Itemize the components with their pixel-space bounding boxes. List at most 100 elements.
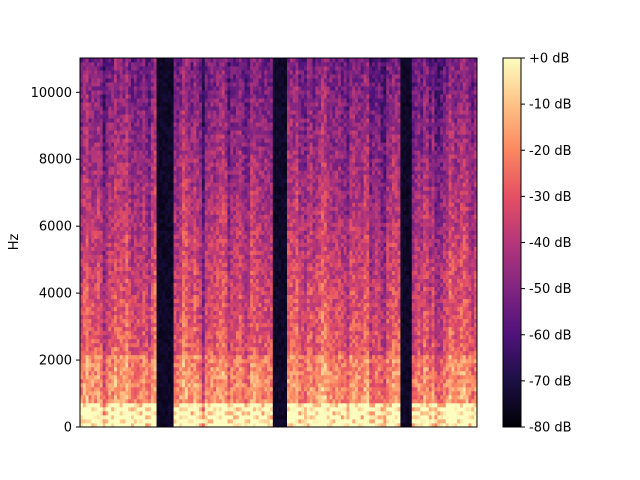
spectrogram-cell [80, 350, 84, 356]
spectrogram-cell [227, 58, 231, 63]
spectrogram-cell [108, 402, 112, 408]
spectrogram-cell [80, 294, 84, 300]
spectrogram-cell [210, 78, 214, 83]
spectrogram-cell [159, 298, 163, 304]
spectrogram-cell [131, 138, 135, 143]
spectrogram-cell [119, 58, 123, 63]
spectrogram-cell [153, 230, 157, 235]
spectrogram-cell [108, 158, 112, 163]
spectrogram-cell [133, 334, 138, 340]
spectrogram-cell [165, 222, 169, 227]
spectrogram-cell [136, 406, 140, 412]
spectrogram-cell [128, 286, 132, 292]
spectrogram-cell [99, 398, 104, 404]
spectrogram-cell [145, 386, 149, 392]
spectrogram-cell [167, 346, 172, 352]
spectrogram-cell [159, 310, 163, 316]
spectrogram-cell [179, 294, 183, 300]
spectrogram-cell [122, 298, 126, 304]
spectrogram-cell [196, 110, 200, 115]
spectrogram-cell [173, 366, 177, 372]
spectrogram-cell [193, 102, 197, 107]
spectrogram-cell [82, 310, 87, 316]
spectrogram-cell [145, 222, 149, 227]
spectrogram-cell [173, 106, 177, 111]
spectrogram-cell [85, 146, 89, 151]
spectrogram-cell [165, 342, 169, 348]
spectrogram-cell [85, 278, 89, 284]
spectrogram-cell [187, 250, 191, 255]
spectrogram-cell [196, 126, 200, 131]
spectrogram-cell [190, 110, 194, 115]
spectrogram-cell [156, 190, 160, 195]
spectrogram-cell [94, 254, 98, 259]
spectrogram-cell [162, 294, 166, 300]
spectrogram-cell [102, 90, 106, 95]
spectrogram-cell [153, 226, 157, 231]
spectrogram-cell [148, 246, 152, 251]
spectrogram-cell [102, 286, 106, 292]
spectrogram-cell [193, 154, 197, 159]
spectrogram-cell [170, 322, 174, 328]
spectrogram-cell [105, 342, 109, 348]
spectrogram-cell [218, 286, 223, 292]
spectrogram-cell [230, 138, 234, 143]
spectrogram-cell [128, 322, 132, 328]
spectrogram-cell [122, 246, 126, 251]
spectrogram-cell [184, 326, 189, 332]
spectrogram-cell [80, 322, 84, 328]
spectrogram-cell [210, 250, 214, 255]
spectrogram-cell [224, 286, 228, 292]
spectrogram-cell [221, 378, 226, 384]
spectrogram-cell [119, 286, 123, 292]
spectrogram-cell [213, 158, 217, 163]
spectrogram-cell [148, 170, 152, 175]
spectrogram-cell [230, 398, 234, 404]
spectrogram-cell [233, 330, 237, 336]
spectrogram-cell [204, 94, 209, 99]
spectrogram-cell [201, 306, 206, 312]
spectrogram-cell [145, 266, 149, 271]
spectrogram-cell [125, 62, 129, 67]
spectrogram-cell [159, 90, 163, 95]
spectrogram-cell [85, 226, 89, 231]
spectrogram-cell [173, 78, 177, 83]
spectrogram-cell [97, 322, 101, 328]
spectrogram-cell [179, 114, 183, 119]
spectrogram-cell [207, 354, 211, 360]
spectrogram-cell [122, 138, 126, 143]
spectrogram-cell [165, 98, 169, 103]
spectrogram-cell [204, 74, 209, 79]
spectrogram-cell [148, 82, 152, 87]
spectrogram-cell [176, 58, 180, 63]
spectrogram-cell [108, 222, 112, 227]
spectrogram-cell [97, 62, 101, 67]
spectrogram-cell [116, 342, 121, 348]
spectrogram-cell [156, 326, 160, 332]
spectrogram-cell [227, 262, 231, 267]
spectrogram-cell [224, 402, 228, 408]
spectrogram-cell [108, 362, 112, 368]
spectrogram-cell [94, 334, 98, 340]
spectrogram-cell [199, 386, 203, 392]
spectrogram-cell [153, 58, 157, 63]
spectrogram-cell [99, 346, 104, 352]
spectrogram-cell [128, 174, 132, 179]
spectrogram-cell [218, 58, 223, 63]
spectrogram-cell [170, 214, 174, 219]
spectrogram-cell [193, 406, 197, 412]
spectrogram-cell [91, 234, 95, 239]
spectrogram-cell [139, 134, 143, 139]
spectrogram-cell [122, 214, 126, 219]
spectrogram-cell [204, 122, 209, 127]
spectrogram-cell [88, 230, 92, 235]
spectrogram-cell [162, 134, 166, 139]
spectrogram-cell [176, 186, 180, 191]
spectrogram-cell [153, 282, 157, 288]
spectrogram-cell [153, 102, 157, 107]
spectrogram-cell [173, 298, 177, 304]
spectrogram-cell [128, 374, 132, 380]
spectrogram-cell [159, 126, 163, 131]
spectrogram-cell [111, 94, 115, 99]
spectrogram-cell [170, 206, 174, 211]
